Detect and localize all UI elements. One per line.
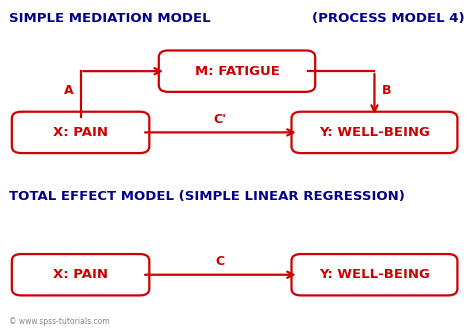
Text: TOTAL EFFECT MODEL (SIMPLE LINEAR REGRESSION): TOTAL EFFECT MODEL (SIMPLE LINEAR REGRES… bbox=[9, 190, 405, 203]
Text: M: FATIGUE: M: FATIGUE bbox=[194, 65, 280, 78]
Text: SIMPLE MEDIATION MODEL: SIMPLE MEDIATION MODEL bbox=[9, 12, 211, 24]
Text: C': C' bbox=[214, 113, 227, 126]
Text: Y: WELL-BEING: Y: WELL-BEING bbox=[319, 126, 430, 139]
Text: B: B bbox=[382, 84, 391, 97]
Text: (PROCESS MODEL 4): (PROCESS MODEL 4) bbox=[312, 12, 465, 24]
FancyBboxPatch shape bbox=[12, 112, 149, 153]
Text: C: C bbox=[216, 255, 225, 268]
FancyBboxPatch shape bbox=[292, 112, 457, 153]
Text: A: A bbox=[64, 84, 73, 97]
Text: X: PAIN: X: PAIN bbox=[53, 268, 108, 281]
FancyBboxPatch shape bbox=[292, 254, 457, 295]
Text: Y: WELL-BEING: Y: WELL-BEING bbox=[319, 268, 430, 281]
FancyBboxPatch shape bbox=[159, 50, 315, 92]
FancyBboxPatch shape bbox=[12, 254, 149, 295]
Text: © www.spss-tutorials.com: © www.spss-tutorials.com bbox=[9, 317, 110, 326]
Text: X: PAIN: X: PAIN bbox=[53, 126, 108, 139]
